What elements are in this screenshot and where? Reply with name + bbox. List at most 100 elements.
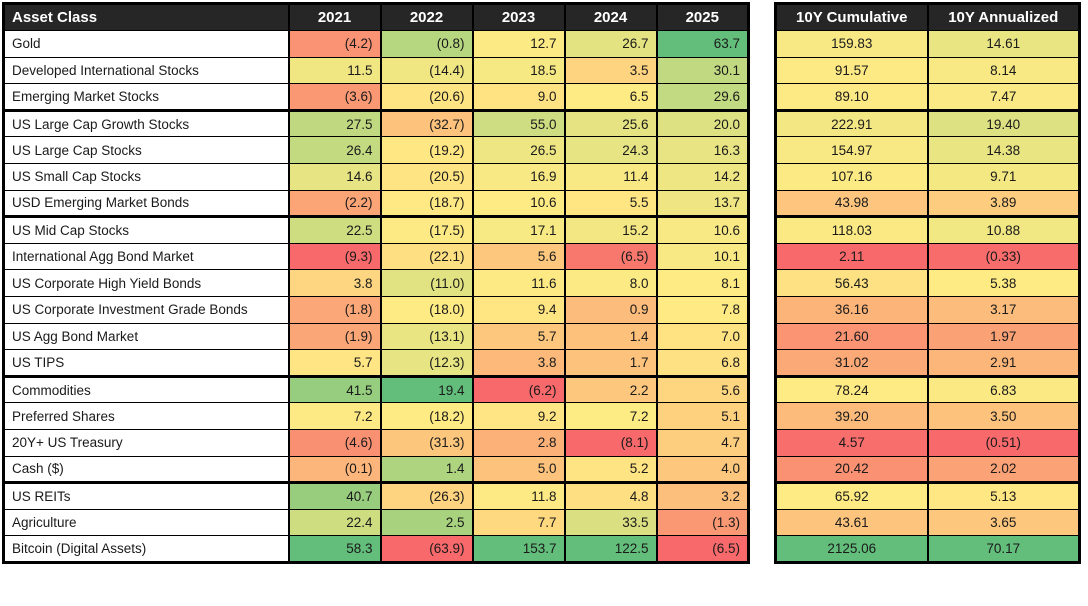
return-cell-2024: 2.2 bbox=[563, 375, 658, 404]
return-cell-2022: (18.7) bbox=[379, 189, 474, 219]
table-row: 2.11 (0.33) bbox=[774, 242, 1081, 271]
table-row: Commodities 41.5 19.4 (6.2) 2.2 5.6 bbox=[2, 375, 750, 404]
return-cell-2025: 4.7 bbox=[655, 428, 750, 457]
return-cell-2025: 3.2 bbox=[655, 482, 750, 510]
asset-label: US Large Cap Growth Stocks bbox=[2, 109, 290, 138]
return-cell-2022: (20.5) bbox=[379, 162, 474, 191]
return-cell-2021: 26.4 bbox=[287, 136, 382, 164]
table-row: Preferred Shares 7.2 (18.2) 9.2 7.2 5.1 bbox=[2, 402, 750, 430]
return-cell-2024: 5.2 bbox=[563, 455, 658, 485]
cell-10y-annualized: (0.51) bbox=[926, 428, 1081, 457]
cell-10y-cumulative: 107.16 bbox=[774, 162, 929, 191]
return-cell-2025: 6.8 bbox=[655, 349, 750, 378]
return-cell-2023: 11.6 bbox=[471, 269, 566, 297]
table-row: 107.16 9.71 bbox=[774, 162, 1081, 191]
return-cell-2022: (20.6) bbox=[379, 83, 474, 112]
return-cell-2023: 55.0 bbox=[471, 109, 566, 138]
return-cell-2025: 5.6 bbox=[655, 375, 750, 404]
cell-10y-cumulative: 56.43 bbox=[774, 269, 929, 297]
table-row: 222.91 19.40 bbox=[774, 109, 1081, 138]
return-cell-2024: 4.8 bbox=[563, 482, 658, 510]
return-cell-2021: (2.2) bbox=[287, 189, 382, 219]
asset-label: Emerging Market Stocks bbox=[2, 83, 290, 112]
return-cell-2025: (1.3) bbox=[655, 508, 750, 537]
asset-label: USD Emerging Market Bonds bbox=[2, 189, 290, 219]
return-cell-2022: (32.7) bbox=[379, 109, 474, 138]
cell-10y-annualized: 14.38 bbox=[926, 136, 1081, 164]
asset-label: Cash ($) bbox=[2, 455, 290, 485]
cell-10y-annualized: 3.65 bbox=[926, 508, 1081, 537]
return-cell-2025: 13.7 bbox=[655, 189, 750, 219]
table-row: 43.61 3.65 bbox=[774, 508, 1081, 537]
asset-label: Commodities bbox=[2, 375, 290, 404]
cell-10y-cumulative: 2.11 bbox=[774, 242, 929, 271]
return-cell-2021: 22.5 bbox=[287, 216, 382, 244]
table-row: US Small Cap Stocks 14.6 (20.5) 16.9 11.4 14.… bbox=[2, 162, 750, 191]
cell-10y-annualized: 10.88 bbox=[926, 216, 1081, 244]
table-row: Bitcoin (Digital Assets) 58.3 (63.9) 153.7 1… bbox=[2, 535, 750, 563]
cell-10y-cumulative: 21.60 bbox=[774, 322, 929, 351]
return-cell-2022: (19.2) bbox=[379, 136, 474, 164]
return-cell-2025: 10.1 bbox=[655, 242, 750, 271]
cell-10y-annualized: 2.02 bbox=[926, 455, 1081, 485]
col-header-2021: 2021 bbox=[287, 3, 382, 31]
return-cell-2023: 10.6 bbox=[471, 189, 566, 219]
return-cell-2025: 7.0 bbox=[655, 322, 750, 351]
table-row: US Mid Cap Stocks 22.5 (17.5) 17.1 15.2 10.6 bbox=[2, 216, 750, 244]
return-cell-2025: 10.6 bbox=[655, 216, 750, 244]
return-cell-2021: 7.2 bbox=[287, 402, 382, 430]
col-header-2022: 2022 bbox=[379, 3, 474, 31]
asset-label: US Corporate Investment Grade Bonds bbox=[2, 295, 290, 324]
table-row: 21.60 1.97 bbox=[774, 322, 1081, 351]
annual-header-row: Asset Class 2021 2022 2023 2024 2025 bbox=[2, 3, 750, 31]
table-row: 91.57 8.14 bbox=[774, 56, 1081, 85]
return-cell-2022: 2.5 bbox=[379, 508, 474, 537]
return-cell-2023: (6.2) bbox=[471, 375, 566, 404]
table-row: 2125.06 70.17 bbox=[774, 535, 1081, 563]
cell-10y-cumulative: 89.10 bbox=[774, 83, 929, 112]
cell-10y-annualized: 5.38 bbox=[926, 269, 1081, 297]
return-cell-2024: 1.7 bbox=[563, 349, 658, 378]
asset-label: Bitcoin (Digital Assets) bbox=[2, 535, 290, 563]
return-cell-2022: 19.4 bbox=[379, 375, 474, 404]
cell-10y-annualized: 3.17 bbox=[926, 295, 1081, 324]
asset-label: Agriculture bbox=[2, 508, 290, 537]
return-cell-2022: (14.4) bbox=[379, 56, 474, 85]
cell-10y-annualized: (0.33) bbox=[926, 242, 1081, 271]
col-header-asset-class: Asset Class bbox=[2, 3, 290, 31]
return-cell-2021: 41.5 bbox=[287, 375, 382, 404]
asset-returns-dashboard: Asset Class 2021 2022 2023 2024 2025 Gol… bbox=[2, 2, 1081, 564]
return-cell-2022: (13.1) bbox=[379, 322, 474, 351]
return-cell-2023: 3.8 bbox=[471, 349, 566, 378]
return-cell-2022: (17.5) bbox=[379, 216, 474, 244]
cell-10y-annualized: 7.47 bbox=[926, 83, 1081, 112]
return-cell-2021: (9.3) bbox=[287, 242, 382, 271]
cell-10y-annualized: 3.89 bbox=[926, 189, 1081, 219]
col-header-10y-annualized: 10Y Annualized bbox=[926, 3, 1081, 31]
table-row: 65.92 5.13 bbox=[774, 482, 1081, 510]
asset-label: US Corporate High Yield Bonds bbox=[2, 269, 290, 297]
table-row: US Agg Bond Market (1.9) (13.1) 5.7 1.4 7.0 bbox=[2, 322, 750, 351]
return-cell-2021: 11.5 bbox=[287, 56, 382, 85]
return-cell-2022: (22.1) bbox=[379, 242, 474, 271]
return-cell-2021: (0.1) bbox=[287, 455, 382, 485]
asset-label: US Large Cap Stocks bbox=[2, 136, 290, 164]
return-cell-2022: (11.0) bbox=[379, 269, 474, 297]
cell-10y-cumulative: 31.02 bbox=[774, 349, 929, 378]
cell-10y-cumulative: 2125.06 bbox=[774, 535, 929, 563]
return-cell-2025: 29.6 bbox=[655, 83, 750, 112]
asset-label: International Agg Bond Market bbox=[2, 242, 290, 271]
asset-label: Developed International Stocks bbox=[2, 56, 290, 85]
table-row: 31.02 2.91 bbox=[774, 349, 1081, 378]
return-cell-2023: 17.1 bbox=[471, 216, 566, 244]
annual-returns-table: Asset Class 2021 2022 2023 2024 2025 Gol… bbox=[2, 2, 750, 564]
return-cell-2024: 1.4 bbox=[563, 322, 658, 351]
return-cell-2023: 5.7 bbox=[471, 322, 566, 351]
asset-label: Preferred Shares bbox=[2, 402, 290, 430]
return-cell-2023: 9.2 bbox=[471, 402, 566, 430]
table-row: US Large Cap Growth Stocks 27.5 (32.7) 55.0… bbox=[2, 109, 750, 138]
return-cell-2021: 58.3 bbox=[287, 535, 382, 563]
return-cell-2022: (18.0) bbox=[379, 295, 474, 324]
cell-10y-annualized: 8.14 bbox=[926, 56, 1081, 85]
return-cell-2024: 3.5 bbox=[563, 56, 658, 85]
